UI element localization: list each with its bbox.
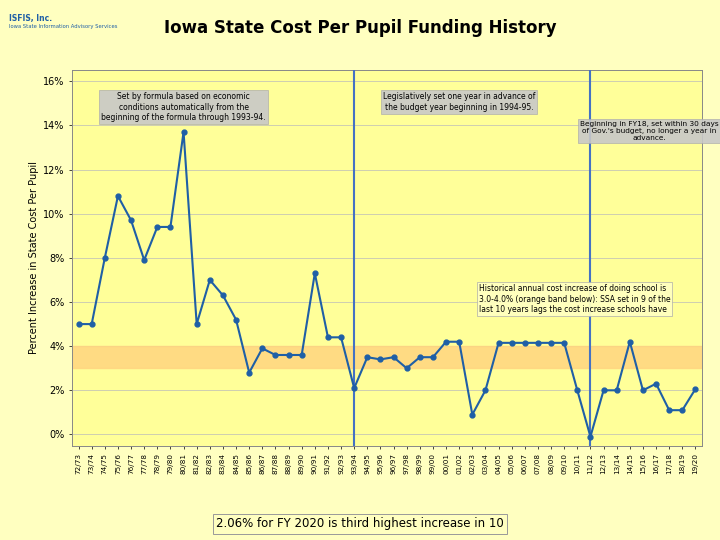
Text: Legislatively set one year in advance of
the budget year beginning in 1994-95.: Legislatively set one year in advance of… xyxy=(383,92,536,112)
Y-axis label: Percent Increase in State Cost Per Pupil: Percent Increase in State Cost Per Pupil xyxy=(29,161,39,354)
Text: Iowa State Information Advisory Services: Iowa State Information Advisory Services xyxy=(9,24,117,29)
Text: Historical annual cost increase of doing school is
3.0-4.0% (orange band below):: Historical annual cost increase of doing… xyxy=(479,285,670,314)
Text: Set by formula based on economic
conditions automatically from the
beginning of : Set by formula based on economic conditi… xyxy=(102,92,266,122)
Bar xyxy=(72,346,702,368)
Text: Iowa State Cost Per Pupil Funding History: Iowa State Cost Per Pupil Funding Histor… xyxy=(163,19,557,37)
Text: 2.06% for FY 2020 is third highest increase in 10: 2.06% for FY 2020 is third highest incre… xyxy=(216,517,504,530)
Text: ISFIS, Inc.: ISFIS, Inc. xyxy=(9,14,52,23)
Text: Beginning in FY18, set within 30 days
of Gov.'s budget, no longer a year in
adva: Beginning in FY18, set within 30 days of… xyxy=(580,121,719,141)
